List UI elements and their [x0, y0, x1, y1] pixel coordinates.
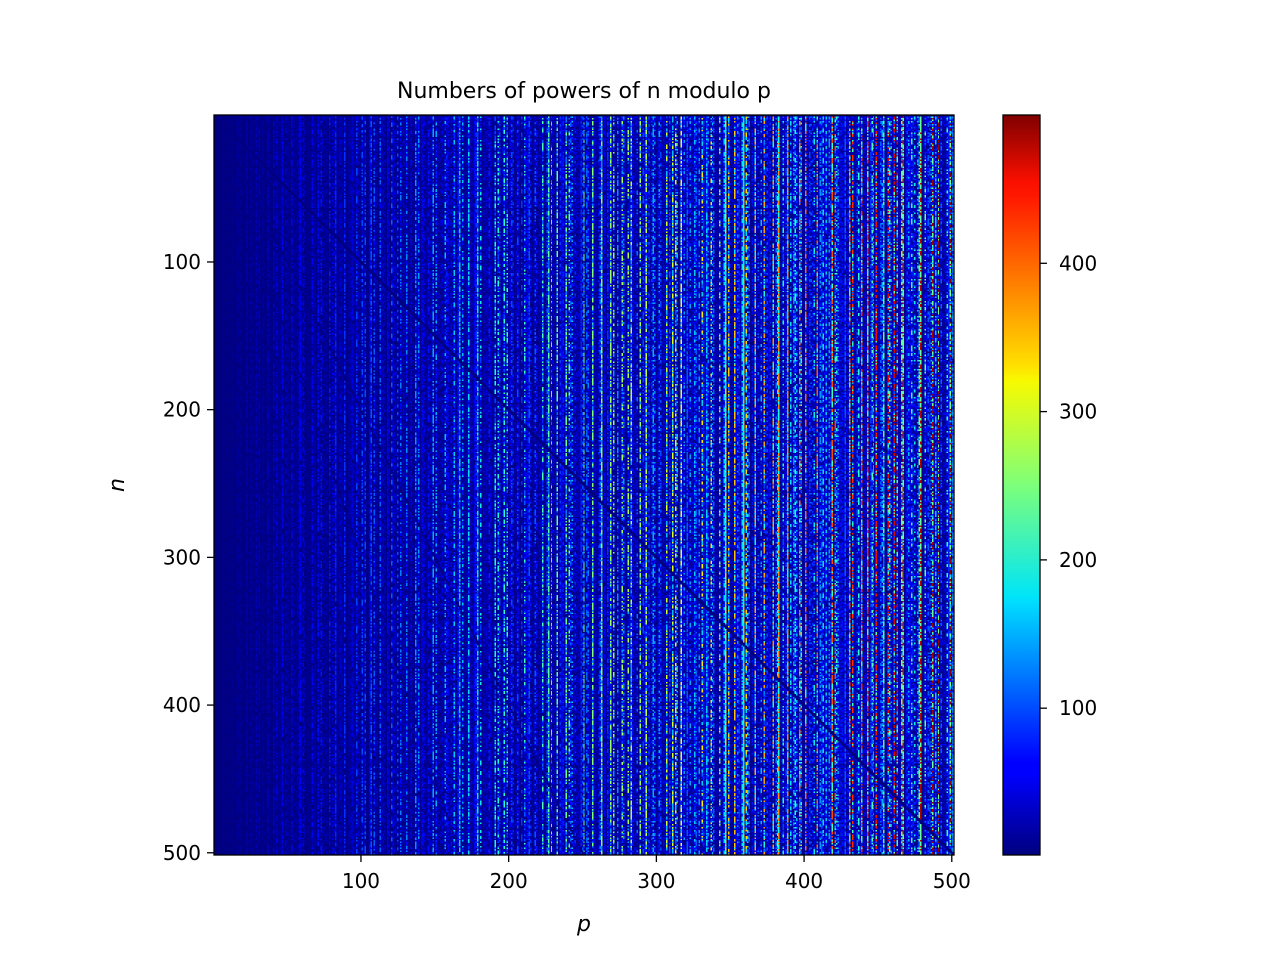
- y-tick-label: 300: [163, 545, 201, 569]
- colorbar-axis: 100 200 300 400: [1040, 251, 1097, 720]
- heatmap-plot-area: [213, 114, 955, 856]
- colorbar-gradient: [1002, 114, 1041, 856]
- colorbar-tick-label: 200: [1059, 548, 1097, 572]
- heatmap-image: [214, 115, 954, 855]
- x-tick-label: 400: [785, 869, 823, 893]
- x-tick-label: 500: [933, 869, 971, 893]
- colorbar-tick-label: 300: [1059, 400, 1097, 424]
- y-tick-label: 500: [163, 841, 201, 865]
- x-tick-label: 200: [490, 869, 528, 893]
- x-axis: 100 200 300 400 500: [342, 855, 971, 893]
- colorbar-tick-label: 400: [1059, 251, 1097, 275]
- y-axis: 100 200 300 400 500: [163, 250, 214, 865]
- y-tick-label: 200: [163, 398, 201, 422]
- y-tick-label: 100: [163, 250, 201, 274]
- x-tick-label: 100: [342, 869, 380, 893]
- x-tick-label: 300: [637, 869, 675, 893]
- y-axis-label: n: [105, 478, 130, 492]
- chart-title: Numbers of powers of n modulo p: [397, 79, 771, 104]
- y-tick-label: 400: [163, 693, 201, 717]
- colorbar: 100 200 300 400: [1002, 114, 1097, 856]
- x-axis-label: p: [576, 912, 591, 937]
- plot-frame: [213, 114, 955, 856]
- colorbar-tick-label: 100: [1059, 696, 1097, 720]
